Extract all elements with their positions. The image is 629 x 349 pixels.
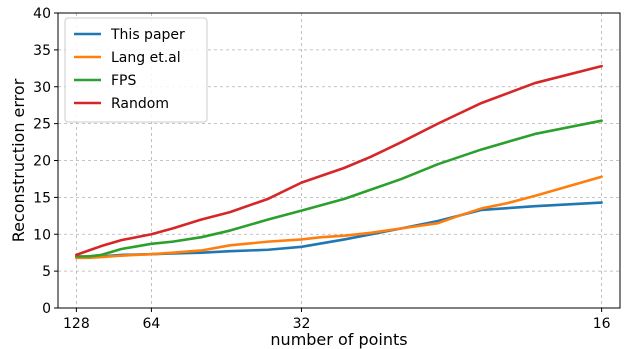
- y-tick-label: 35: [33, 43, 51, 59]
- legend-label-this-paper: This paper: [110, 27, 185, 43]
- legend-label-lang-et-al: Lang et.al: [111, 50, 181, 66]
- series-line-fps: [75, 119, 603, 258]
- y-tick-label: 25: [33, 117, 51, 133]
- x-tick-label: 16: [593, 316, 611, 332]
- y-tick-label: 15: [33, 190, 51, 206]
- y-tick-label: 0: [42, 301, 51, 317]
- legend-box: [64, 17, 208, 123]
- legend: This paper Lang et.al FPS Random: [64, 17, 208, 123]
- y-axis: 0 5 10 15 20 25 30 35 40: [33, 6, 58, 317]
- y-tick-label: 20: [33, 154, 51, 170]
- series-line-lang-et-al: [75, 175, 603, 260]
- x-tick-label: 64: [143, 316, 161, 332]
- legend-label-random: Random: [111, 96, 169, 112]
- series-line-random: [75, 64, 603, 257]
- x-tick-label: 128: [63, 316, 90, 332]
- legend-label-fps: FPS: [111, 73, 136, 89]
- y-tick-label: 30: [33, 80, 51, 96]
- series-layer: [75, 64, 603, 260]
- x-tick-label: 32: [293, 316, 311, 332]
- x-axis-title: number of points: [270, 330, 407, 349]
- x-axis: 128 64 32 16: [63, 308, 611, 332]
- y-axis-title: Reconstruction error: [9, 78, 28, 242]
- y-tick-label: 10: [33, 227, 51, 243]
- y-tick-label: 40: [33, 6, 51, 22]
- y-tick-label: 5: [42, 264, 51, 280]
